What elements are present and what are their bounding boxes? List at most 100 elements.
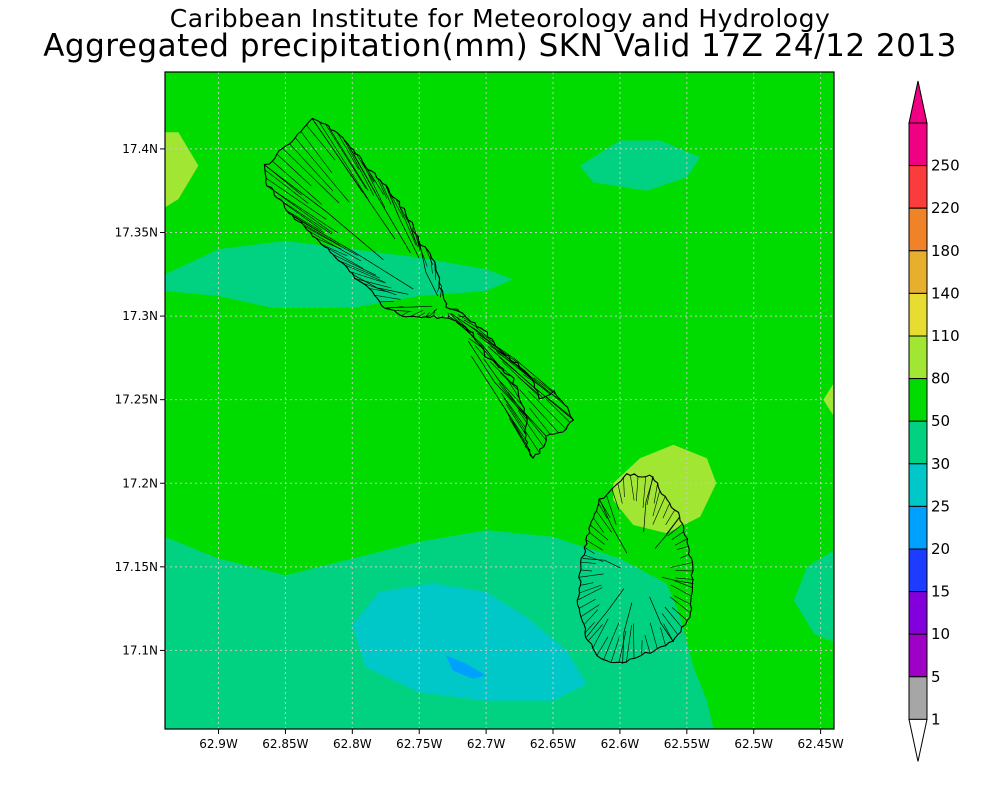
- island-boundaries: [263, 117, 694, 664]
- drainage-line: [474, 345, 486, 358]
- drainage-line: [593, 517, 604, 533]
- drainage-line: [623, 477, 625, 498]
- ridge-line: [418, 240, 439, 297]
- drainage-line: [617, 483, 623, 504]
- colorbar-swatch: [908, 207, 928, 252]
- drainage-line: [598, 503, 608, 519]
- zone-south-inner: [352, 583, 587, 701]
- ridge-line: [487, 346, 574, 420]
- drainage-line: [464, 319, 477, 328]
- x-tick-label: 62.5W: [734, 737, 773, 751]
- drainage-line: [583, 609, 599, 625]
- drainage-line: [505, 403, 527, 436]
- y-tick-label: 17.25N: [115, 393, 158, 407]
- y-tick-label: 17.2N: [122, 476, 158, 490]
- ridge-line: [649, 596, 674, 643]
- x-tick-label: 62.55W: [664, 737, 710, 751]
- drainage-line: [282, 148, 340, 204]
- drainage-line: [533, 377, 556, 395]
- colorbar-swatch: [908, 335, 928, 380]
- ridge-line: [476, 333, 554, 392]
- colorbar-label: 110: [931, 327, 960, 345]
- drainage-line: [499, 372, 519, 391]
- drainage-line: [344, 264, 385, 283]
- drainage-line: [295, 137, 350, 203]
- colorbar-swatch: [908, 292, 928, 337]
- drainage-line: [630, 475, 635, 501]
- drainage-line: [527, 390, 567, 430]
- colorbar-label: 15: [931, 583, 950, 601]
- x-axis: 62.9W 62.85W 62.8W 62.75W 62.7W 62.65W 62.6W 62…: [199, 729, 844, 751]
- zone-east-blob: [793, 550, 834, 643]
- drainage-line: [670, 562, 693, 568]
- colorbar-label: 1: [931, 710, 941, 728]
- drainage-line: [266, 177, 327, 220]
- drainage-line: [394, 310, 412, 312]
- drainage-line: [674, 538, 688, 546]
- colorbar-label: 180: [931, 242, 960, 260]
- colorbar-swatch: [908, 548, 928, 593]
- x-tick-label: 62.85W: [262, 737, 308, 751]
- ridge-line: [599, 499, 628, 554]
- drainage-line: [264, 169, 309, 204]
- nevis-outline: [576, 473, 694, 664]
- colorbar-label: 20: [931, 540, 950, 558]
- drainage-line: [447, 312, 450, 319]
- drainage-line: [332, 254, 377, 276]
- drainage-line: [669, 596, 691, 614]
- st-kitts-outline: [263, 117, 575, 459]
- map-frame: [164, 71, 835, 730]
- zone-small-blue: [446, 655, 487, 679]
- drainage-line: [664, 606, 682, 628]
- zone-nw-corner: [165, 132, 199, 208]
- drainage-line: [297, 221, 341, 246]
- colorbar-swatch: [908, 505, 928, 550]
- ridge-line: [582, 558, 621, 569]
- drainage-line: [362, 282, 397, 296]
- drainage-line: [342, 137, 375, 196]
- drainage-line: [671, 531, 684, 541]
- drainage-line: [660, 627, 666, 646]
- drainage-line: [337, 132, 359, 170]
- drainage-line: [636, 476, 639, 502]
- drainage-line: [522, 373, 562, 402]
- drainage-line: [318, 121, 370, 201]
- x-tick-label: 62.75W: [396, 737, 442, 751]
- drainage-line: [662, 502, 670, 519]
- drainage-line: [579, 598, 596, 609]
- drainage-line: [673, 595, 691, 605]
- drainage-line: [354, 278, 392, 289]
- colorbar-swatch: [908, 122, 928, 167]
- drainage-line: [468, 338, 484, 350]
- drainage-line: [626, 624, 632, 663]
- y-tick-label: 17.35N: [115, 225, 158, 239]
- ridge-line: [622, 602, 633, 664]
- drainage-line: [506, 378, 520, 399]
- drainage-line: [289, 143, 334, 192]
- drainage-line: [611, 488, 619, 510]
- drainage-line: [374, 294, 401, 300]
- precipitation-zones: [165, 132, 834, 729]
- drainage-line: [529, 407, 551, 435]
- zone-nevis-north: [613, 444, 717, 534]
- drainage-line: [592, 618, 609, 649]
- drainage-line: [409, 310, 424, 317]
- x-tick-label: 62.7W: [467, 737, 506, 751]
- drainage-line: [580, 582, 594, 586]
- ridge-line: [345, 140, 411, 253]
- drainage-line: [507, 392, 525, 414]
- drainage-line: [589, 532, 605, 545]
- drainage-line: [590, 524, 609, 541]
- drainage-line: [545, 395, 571, 417]
- ridge-line: [661, 576, 694, 584]
- drainage-line: [610, 636, 620, 663]
- ridge-line: [352, 273, 409, 295]
- drainage-line: [680, 554, 689, 559]
- drainage-line: [496, 377, 523, 406]
- drainage-line: [362, 162, 386, 209]
- colorbar-label: 5: [931, 668, 941, 686]
- drainage-line: [434, 261, 437, 280]
- drainage-line: [300, 131, 333, 174]
- ridge-line: [291, 215, 414, 290]
